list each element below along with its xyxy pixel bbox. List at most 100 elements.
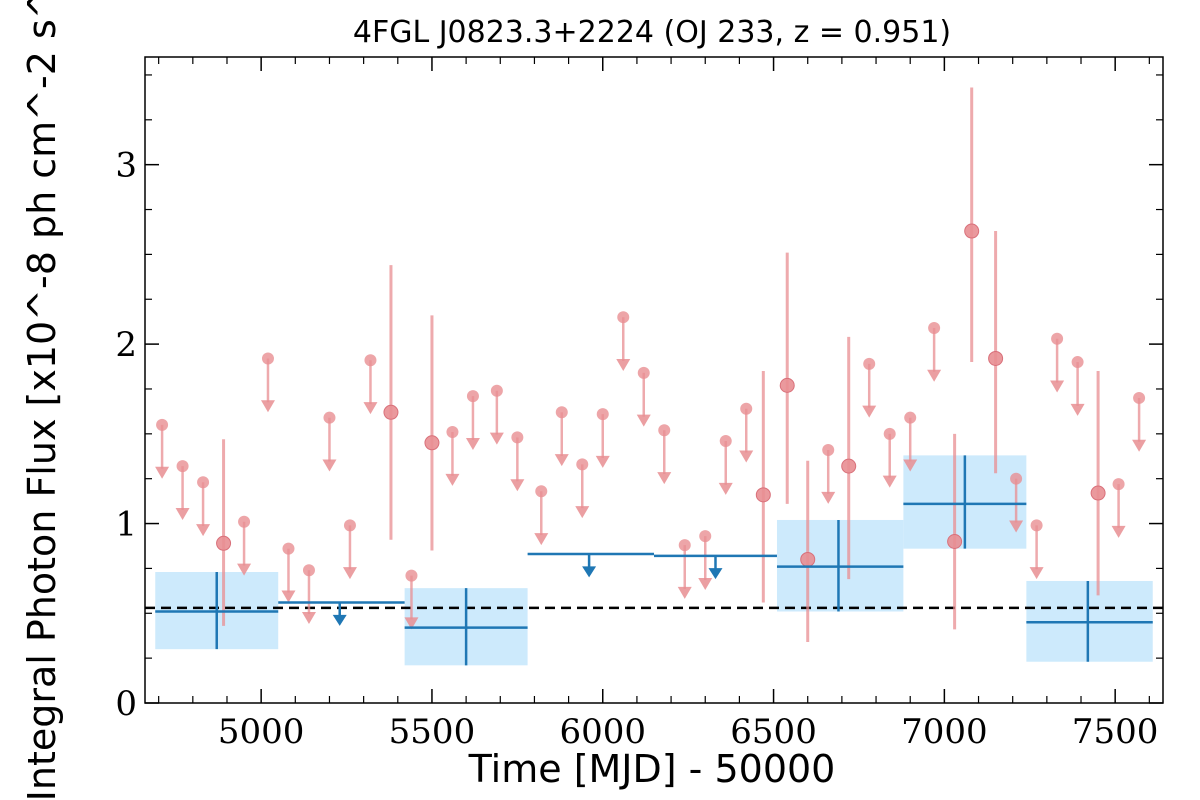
short-bin-upper-limit-point	[1071, 356, 1084, 369]
short-bin-upper-limit-arrowhead	[554, 454, 569, 467]
short-bin-upper-limit-arrowhead	[363, 402, 378, 415]
short-bin-upper-limit-point	[238, 515, 251, 528]
short-bin-upper-limit-arrowhead	[445, 473, 460, 486]
short-bin-upper-limit-arrowhead	[616, 359, 631, 372]
short-bin-upper-limit-arrowhead	[1009, 520, 1024, 533]
short-bin-upper-limit-arrowhead	[342, 567, 357, 580]
short-bin-upper-limit-arrowhead	[595, 455, 610, 468]
short-bin-upper-limit-point	[176, 460, 189, 473]
short-bin-point	[779, 377, 795, 393]
short-bin-upper-limit-arrowhead	[281, 590, 296, 603]
short-bin-upper-limit-arrowhead	[1132, 439, 1147, 452]
short-bin-upper-limit-point	[928, 321, 941, 334]
short-bin-upper-limit-arrowhead	[821, 491, 836, 504]
short-bin-point	[424, 435, 440, 451]
y-tick-label: 1	[115, 505, 137, 545]
short-bin-upper-limit-point	[261, 352, 274, 365]
short-bin-upper-limit-arrowhead	[510, 479, 525, 492]
short-bin-upper-limit-point	[323, 411, 336, 424]
x-tick-label: 7500	[1072, 712, 1159, 752]
short-bin-upper-limit-arrowhead	[698, 577, 713, 590]
short-bin-upper-limit-arrowhead	[677, 586, 692, 599]
short-bin-upper-limit-point	[699, 530, 712, 543]
short-bin-upper-limit-point	[576, 458, 589, 471]
x-tick-label: 7000	[901, 712, 988, 752]
short-bin-upper-limit-point	[364, 354, 377, 367]
short-bin-upper-limit-arrowhead	[1070, 403, 1085, 416]
chart-title: 4FGL J0823.3+2224 (OJ 233, z = 0.951)	[353, 15, 951, 50]
short-bin-upper-limit-point	[904, 411, 917, 424]
short-bin-upper-limit-point	[719, 435, 732, 448]
axes-frame	[144, 56, 1164, 704]
short-bin-upper-limit-point	[302, 564, 315, 577]
short-bin-point	[383, 404, 399, 420]
plot-area: 5000 5500 6000 6500 7000 7500 0 1 2 3	[115, 56, 1164, 752]
short-bin-upper-limit-point	[511, 431, 524, 444]
short-bin-upper-limit-arrowhead	[657, 472, 672, 485]
short-bin-upper-limit-point	[637, 366, 650, 379]
short-bin-upper-limit-point	[1112, 478, 1125, 491]
short-bin-upper-limit-arrowhead	[465, 437, 480, 450]
short-bin-upper-limit-arrowhead	[301, 612, 316, 625]
short-bin-upper-limit-point	[822, 443, 835, 456]
short-bin-upper-limit-point	[1051, 332, 1064, 345]
short-bin-upper-limit-point	[883, 427, 896, 440]
short-bin-point	[964, 223, 980, 239]
short-bin-upper-limit-point	[535, 485, 548, 498]
short-bin-upper-limit-arrowhead	[196, 524, 211, 537]
short-bin-upper-limit-arrowhead	[636, 414, 651, 427]
short-bin-upper-limit-arrowhead	[1029, 567, 1044, 580]
short-bin-upper-limit-arrowhead	[927, 369, 942, 382]
short-bin-upper-limit-arrowhead	[322, 459, 337, 472]
short-bin-upper-limit-arrowhead	[534, 533, 549, 546]
short-bin-upper-limit-arrowhead	[155, 466, 170, 479]
short-bin-upper-limit-arrowhead	[1050, 380, 1065, 393]
short-bin-upper-limit-point	[466, 390, 479, 403]
short-bin-upper-limit-point	[678, 539, 691, 552]
chart-title-text: 4FGL J0823.3+2224 (OJ 233, z = 0.951)	[353, 15, 951, 50]
short-bin-upper-limit-arrowhead	[1111, 525, 1126, 538]
short-bin-point	[800, 551, 816, 567]
short-bin-upper-limit-arrowhead	[718, 482, 733, 495]
short-bin-upper-limit-point	[658, 424, 671, 437]
short-bin-point	[1090, 485, 1106, 501]
short-bin-upper-limit-point	[1010, 472, 1023, 485]
x-tick-label: 6500	[730, 712, 817, 752]
long-bin-upper-limit-arrowhead	[582, 566, 597, 578]
short-bin-upper-limit-arrowhead	[404, 617, 419, 630]
long-bin-upper-limit-arrowhead	[332, 614, 347, 626]
short-bin-point	[755, 487, 771, 503]
long-bin-upper-limit-arrowhead	[708, 568, 723, 580]
x-axis-title: Time [MJD] - 50000	[468, 747, 836, 791]
short-bin-upper-limit-point	[197, 476, 210, 489]
short-bin-upper-limit-arrowhead	[260, 400, 275, 413]
y-tick-label: 3	[115, 146, 137, 186]
short-bin-upper-limit-point	[405, 569, 418, 582]
short-bin-upper-limit-point	[490, 384, 503, 397]
short-bin-upper-limit-point	[740, 402, 753, 415]
y-axis-title: Integral Photon Flux [x10^-8 ph cm^-2 s^…	[20, 0, 64, 800]
y-tick-label: 2	[115, 325, 137, 365]
short-bin-upper-limit-arrowhead	[903, 459, 918, 472]
short-bin-point	[988, 350, 1004, 366]
short-bin-point	[947, 534, 963, 549]
short-bin-upper-limit-point	[282, 542, 295, 555]
short-bin-upper-limit-arrowhead	[237, 563, 252, 576]
short-bin-upper-limit-arrowhead	[882, 475, 897, 488]
x-tick-label: 5500	[389, 712, 476, 752]
short-bin-upper-limit-point	[343, 519, 356, 532]
short-bin-upper-limit-point	[1030, 519, 1043, 532]
short-bin-upper-limit-arrowhead	[862, 405, 877, 418]
short-bin-upper-limit-arrowhead	[489, 432, 504, 445]
short-bin-point	[841, 458, 857, 474]
short-bin-upper-limit-point	[617, 311, 630, 324]
short-bin-upper-limit-point	[863, 357, 876, 370]
short-bin-upper-limit-point	[156, 418, 169, 431]
y-tick-label: 0	[115, 684, 137, 724]
short-bin-upper-limit-point	[555, 406, 568, 419]
x-tick-label: 5000	[218, 712, 305, 752]
x-tick-label: 6000	[559, 712, 646, 752]
short-bin-upper-limit-arrowhead	[175, 507, 190, 520]
short-bin-upper-limit-arrowhead	[575, 506, 590, 519]
